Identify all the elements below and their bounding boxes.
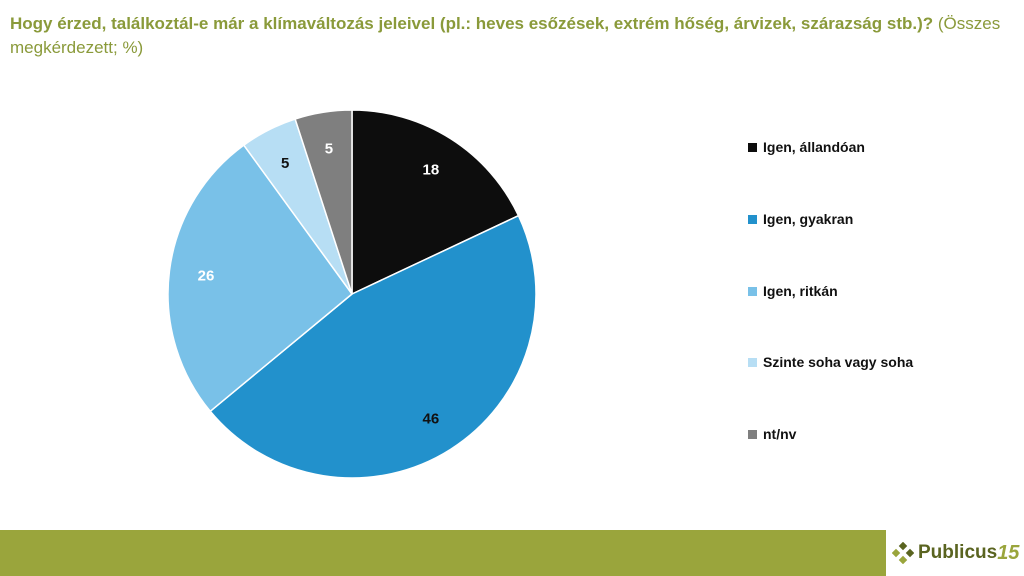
legend-swatch xyxy=(748,429,757,439)
pie-slice xyxy=(167,144,354,413)
footer-bar xyxy=(0,530,886,576)
pie-data-label: 5 xyxy=(325,141,333,158)
legend-item: Igen, ritkán xyxy=(748,283,838,299)
legend-label: Igen, ritkán xyxy=(763,283,838,299)
logo-number: 15 xyxy=(997,541,1020,564)
legend-item: Igen, gyakran xyxy=(748,211,853,227)
pie-data-label: 18 xyxy=(423,162,440,179)
legend-label: nt/nv xyxy=(763,426,797,442)
pie-slice xyxy=(209,214,537,479)
logo-text: Publicus xyxy=(918,542,998,563)
legend-item: nt/nv xyxy=(748,426,796,442)
pie-slice xyxy=(294,109,353,295)
legend-label: Igen, gyakran xyxy=(763,211,854,227)
diamond-cluster-icon xyxy=(892,542,914,564)
title-question: Hogy érzed, találkoztál-e már a klímavál… xyxy=(10,14,934,33)
pie-slice xyxy=(351,109,520,296)
title-base: (Összes megkérdezett; %) xyxy=(10,14,1001,57)
pie-data-label: 26 xyxy=(198,268,215,285)
publicus-logo: Publicus 15 xyxy=(892,534,1019,572)
legend-label: Igen, állandóan xyxy=(763,139,865,155)
legend-swatch xyxy=(748,357,757,367)
pie-data-label: 46 xyxy=(423,410,440,427)
legend-item: Igen, állandóan xyxy=(748,139,865,155)
legend-swatch xyxy=(748,214,757,224)
legend-label: Szinte soha vagy soha xyxy=(763,354,914,370)
chart-title: Hogy érzed, találkoztál-e már a klímavál… xyxy=(10,12,1010,60)
legend-item: Szinte soha vagy soha xyxy=(748,354,913,370)
legend-swatch xyxy=(748,286,757,296)
legend-swatch xyxy=(748,142,757,152)
pie-data-label: 5 xyxy=(281,155,289,172)
